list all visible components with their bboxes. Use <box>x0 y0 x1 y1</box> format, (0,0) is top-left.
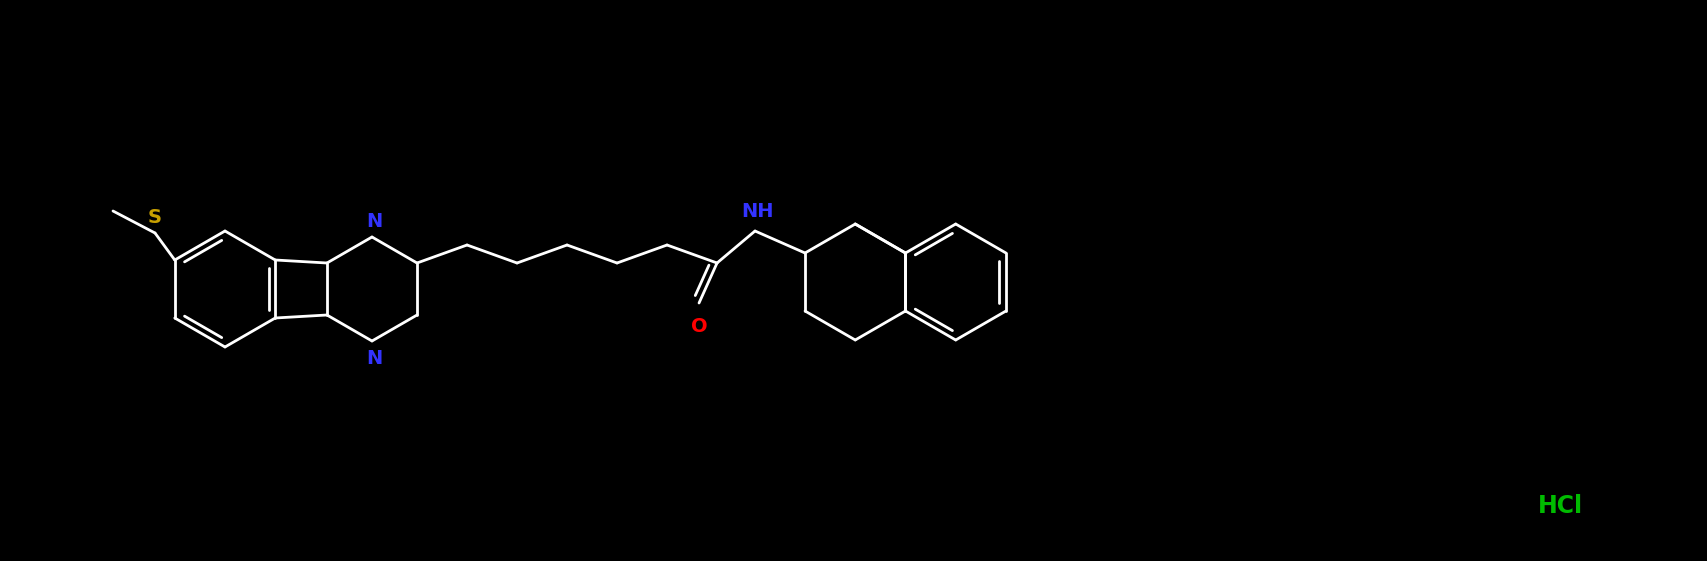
Text: NH: NH <box>741 202 773 221</box>
Text: O: O <box>690 317 707 336</box>
Text: S: S <box>149 208 162 227</box>
Text: N: N <box>365 212 382 231</box>
Text: HCl: HCl <box>1536 494 1582 518</box>
Text: N: N <box>365 349 382 368</box>
